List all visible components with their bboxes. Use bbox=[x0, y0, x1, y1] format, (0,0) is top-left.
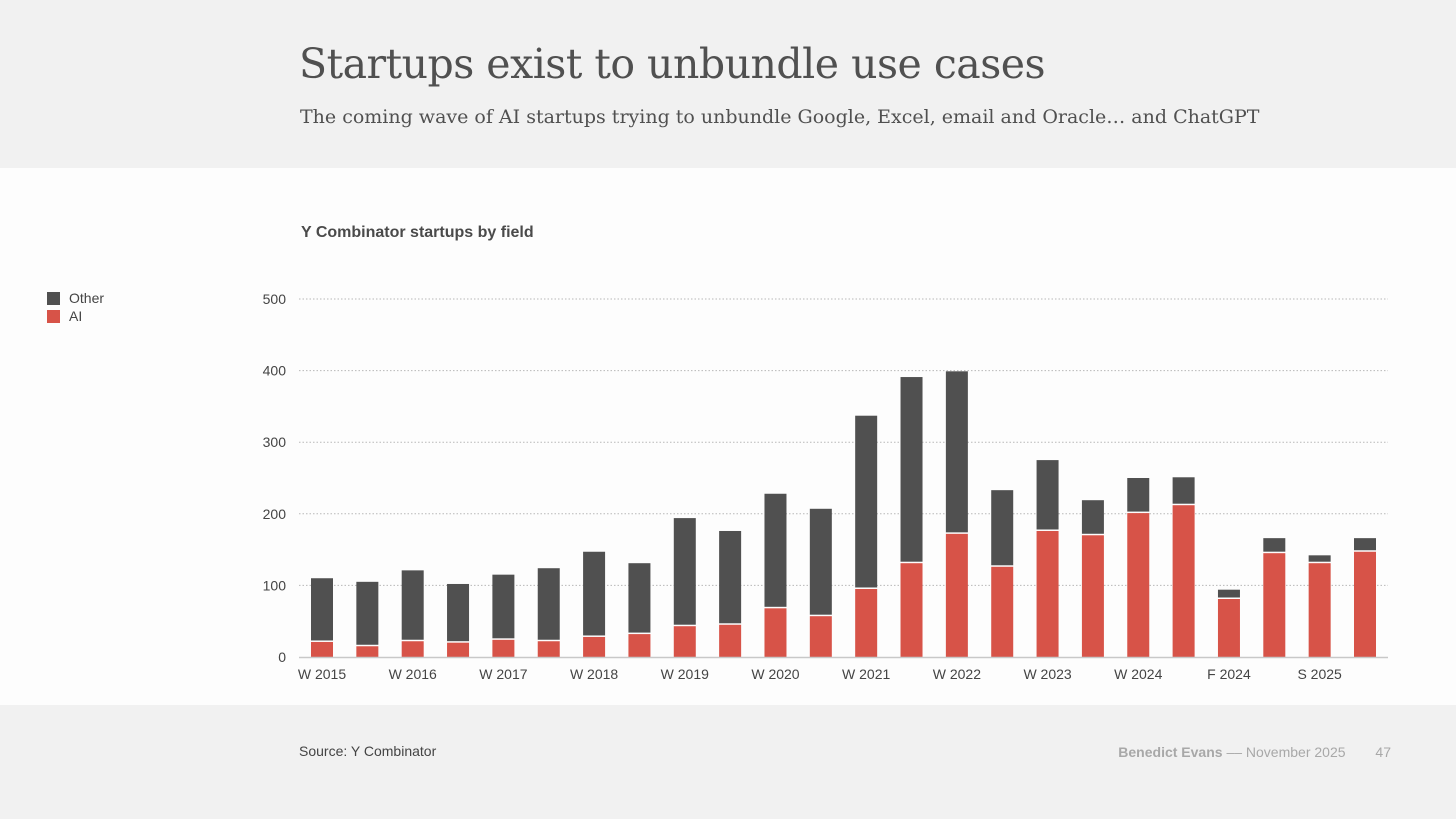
bar-ai bbox=[764, 608, 787, 657]
bar-ai bbox=[1217, 599, 1240, 657]
bar-ai bbox=[537, 641, 560, 657]
legend-label-ai: AI bbox=[69, 308, 83, 324]
chart-legend: Other AI bbox=[47, 289, 104, 325]
bar-ai bbox=[855, 588, 878, 657]
bar-other bbox=[900, 377, 923, 562]
bar-ai bbox=[809, 616, 832, 657]
bar-ai bbox=[1081, 535, 1104, 657]
bar-other bbox=[719, 530, 742, 624]
bar-other bbox=[1036, 460, 1059, 530]
bar-ai bbox=[1036, 530, 1059, 657]
bar-other bbox=[356, 581, 379, 645]
bar-other bbox=[583, 551, 606, 636]
slide-header: Startups exist to unbundle use cases The… bbox=[0, 0, 1456, 168]
author: Benedict Evans bbox=[1118, 744, 1223, 760]
slide-subtitle: The coming wave of AI startups trying to… bbox=[300, 106, 1260, 128]
legend-swatch-ai bbox=[47, 309, 60, 323]
x-tick-label: W 2020 bbox=[751, 666, 799, 682]
bar-ai bbox=[447, 642, 470, 657]
bar-ai bbox=[945, 533, 968, 657]
bar-other bbox=[401, 570, 424, 640]
y-tick-label: 200 bbox=[263, 506, 287, 522]
bar-ai bbox=[583, 636, 606, 657]
legend-label-other: Other bbox=[69, 290, 105, 306]
bar-ai bbox=[356, 646, 379, 657]
bar-other bbox=[1308, 555, 1331, 562]
bar-other bbox=[673, 518, 696, 625]
bar-other bbox=[537, 568, 560, 640]
source-note: Source: Y Combinator bbox=[299, 743, 437, 759]
legend-swatch-other bbox=[47, 291, 60, 305]
legend-item-ai: AI bbox=[47, 307, 104, 325]
x-tick-label: W 2015 bbox=[298, 666, 346, 682]
bar-other bbox=[809, 508, 832, 615]
x-tick-label: W 2024 bbox=[1114, 666, 1162, 682]
x-tick-label: W 2022 bbox=[933, 666, 981, 682]
x-tick-label: W 2016 bbox=[389, 666, 437, 682]
bar-ai bbox=[628, 634, 651, 657]
bar-other bbox=[492, 574, 515, 639]
legend-item-other: Other bbox=[47, 289, 104, 307]
bar-other bbox=[1263, 538, 1286, 552]
y-tick-label: 100 bbox=[263, 577, 287, 593]
bar-other bbox=[764, 493, 787, 607]
separator: –– bbox=[1226, 744, 1243, 760]
y-tick-label: 0 bbox=[278, 649, 286, 665]
bar-other bbox=[855, 415, 878, 588]
x-tick-label: W 2018 bbox=[570, 666, 618, 682]
bar-other bbox=[628, 563, 651, 633]
date: November 2025 bbox=[1245, 744, 1346, 760]
page-number: 47 bbox=[1375, 744, 1391, 760]
bar-ai bbox=[1127, 513, 1150, 657]
bar-ai bbox=[492, 639, 515, 657]
y-tick-label: 400 bbox=[263, 363, 287, 379]
bar-ai bbox=[1172, 505, 1195, 657]
bar-other bbox=[945, 371, 968, 533]
bar-ai bbox=[1263, 553, 1286, 657]
bar-other bbox=[1172, 477, 1195, 504]
bar-other bbox=[1217, 589, 1240, 598]
bar-ai bbox=[1308, 563, 1331, 657]
x-tick-label: W 2019 bbox=[661, 666, 709, 682]
bar-other bbox=[447, 583, 470, 642]
bar-ai bbox=[401, 641, 424, 657]
x-tick-label: F 2024 bbox=[1207, 666, 1251, 682]
bar-ai bbox=[991, 566, 1014, 657]
y-tick-label: 500 bbox=[263, 291, 287, 307]
chart-title: Y Combinator startups by field bbox=[301, 224, 534, 241]
x-tick-label: S 2025 bbox=[1297, 666, 1342, 682]
y-tick-label: 300 bbox=[263, 434, 287, 450]
bar-other bbox=[311, 578, 333, 641]
bar-ai bbox=[1354, 551, 1376, 657]
bar-ai bbox=[311, 641, 333, 657]
footer-credit: Benedict Evans –– November 2025 47 bbox=[1118, 744, 1391, 760]
slide-title: Startups exist to unbundle use cases bbox=[299, 40, 1046, 88]
bar-ai bbox=[719, 624, 742, 657]
bar-other bbox=[1354, 538, 1376, 551]
bar-other bbox=[1081, 500, 1104, 534]
bar-other bbox=[991, 490, 1014, 566]
x-tick-label: W 2017 bbox=[479, 666, 527, 682]
bar-ai bbox=[673, 626, 696, 657]
x-tick-label: W 2021 bbox=[842, 666, 890, 682]
bar-ai bbox=[900, 563, 923, 657]
x-tick-label: W 2023 bbox=[1023, 666, 1071, 682]
bar-other bbox=[1127, 478, 1150, 512]
